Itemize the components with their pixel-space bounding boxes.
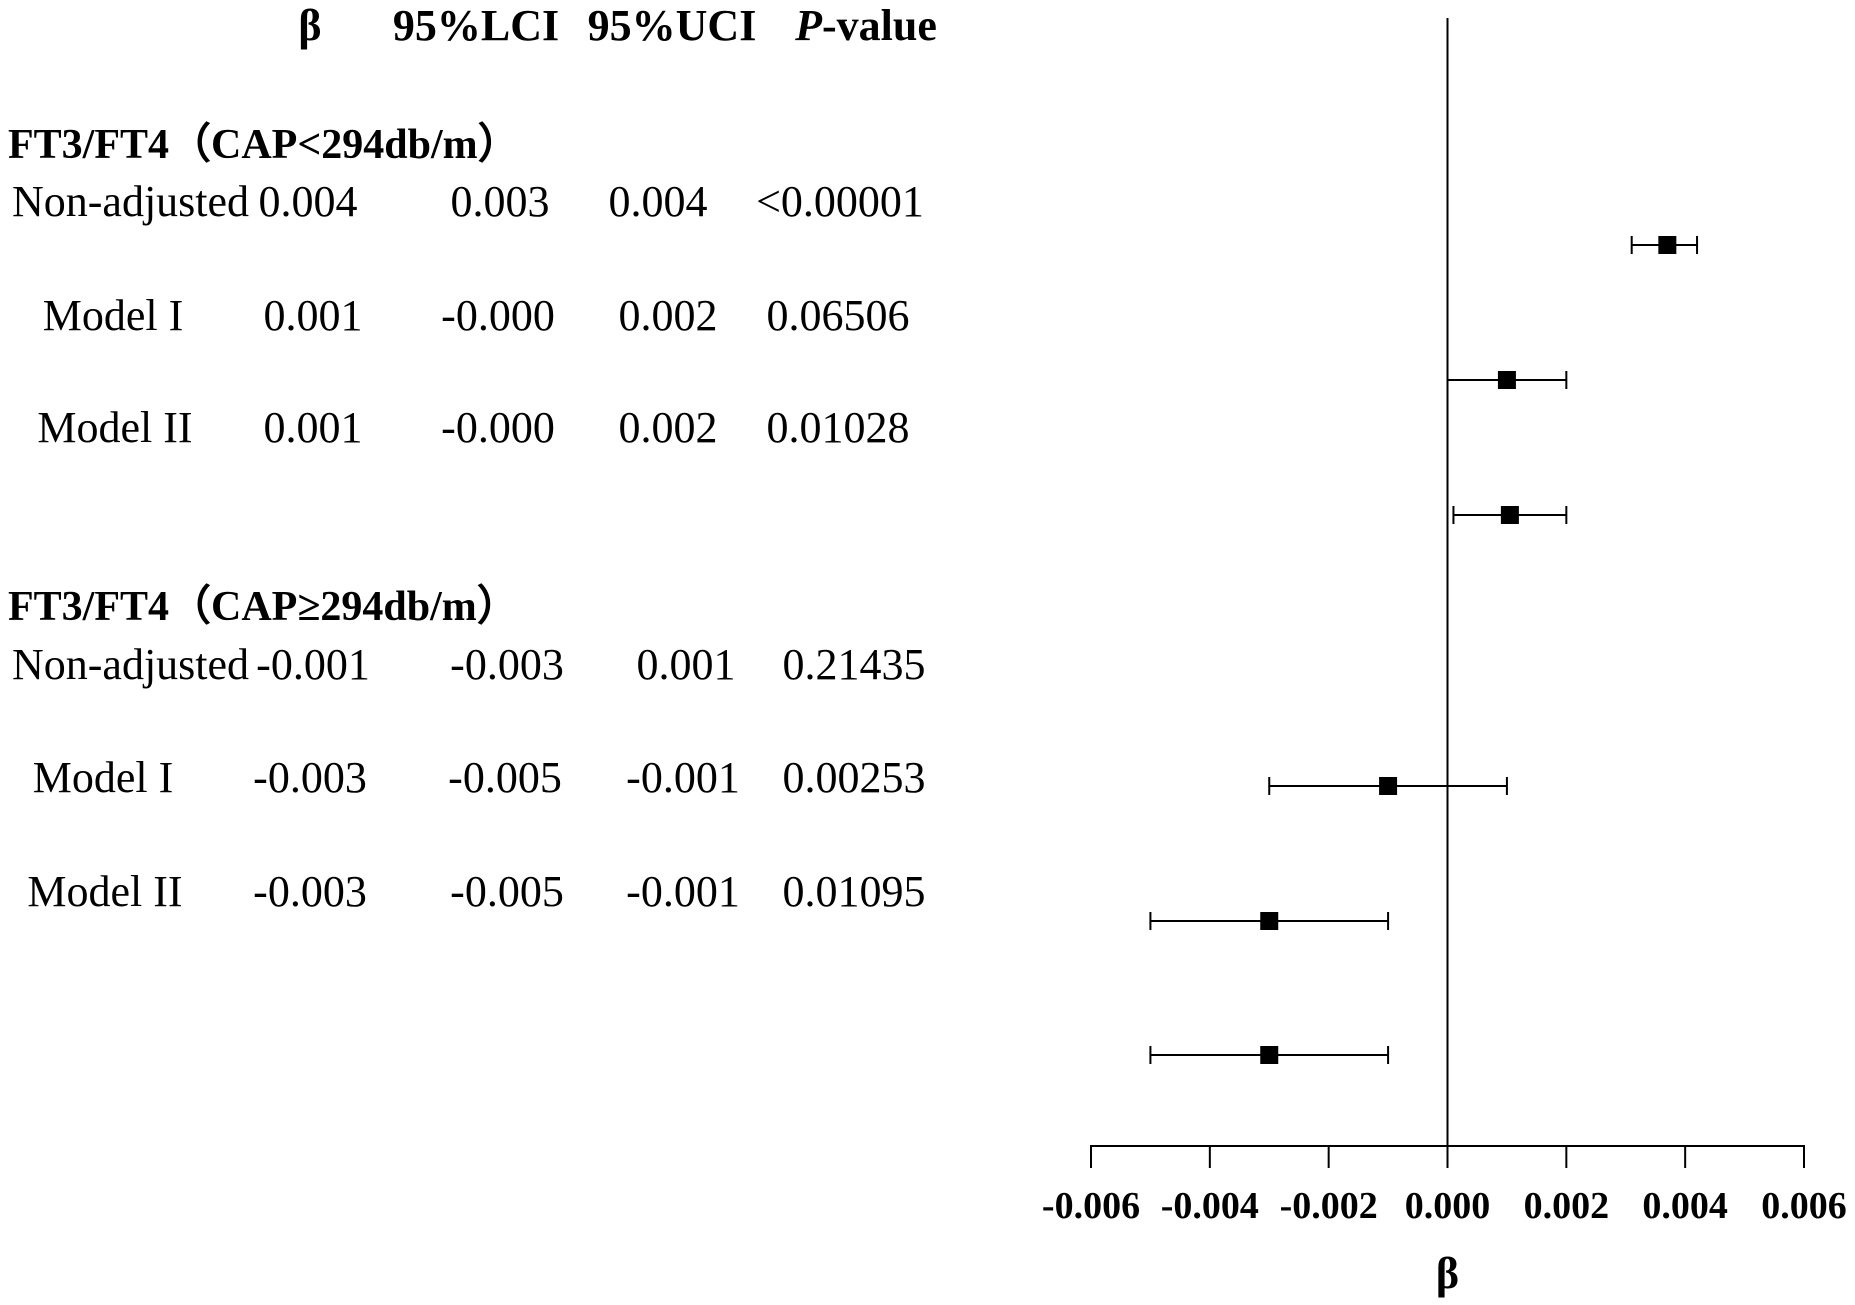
header-uci: 95%UCI — [587, 1, 757, 50]
estimate-marker — [1658, 236, 1677, 254]
row-p-value: 0.06506 — [766, 291, 910, 340]
row-beta: 0.001 — [263, 291, 363, 340]
row-p-value: 0.21435 — [782, 640, 926, 689]
x-tick-label: 0.002 — [1524, 1185, 1610, 1227]
row-lci: -0.005 — [450, 867, 564, 916]
estimate-marker-group — [1149, 912, 1390, 930]
header-p-value: P-value — [795, 4, 937, 48]
x-tick-label: -0.002 — [1280, 1185, 1378, 1227]
estimate-marker — [1497, 371, 1516, 389]
x-tick-label: 0.004 — [1642, 1185, 1728, 1227]
estimate-marker — [1500, 506, 1519, 524]
row-model-label: Non-adjusted — [12, 177, 250, 226]
row-model-label: Model II — [37, 403, 193, 452]
estimate-marker-group — [1149, 1046, 1390, 1064]
x-tick-label: -0.004 — [1161, 1185, 1259, 1227]
group-label: FT3/FT4（CAP<294db/m） — [8, 122, 520, 168]
row-beta: -0.003 — [253, 753, 367, 802]
x-axis-title: β — [1436, 1249, 1459, 1298]
row-model-label: Non-adjusted — [12, 640, 250, 689]
row-model-label: Model I — [32, 753, 174, 802]
row-uci: 0.004 — [608, 177, 708, 226]
x-tick-label: 0.000 — [1405, 1185, 1491, 1227]
row-p-value: 0.00253 — [782, 753, 926, 802]
row-p-value: 0.01095 — [782, 867, 926, 916]
row-beta: 0.001 — [263, 403, 363, 452]
estimate-marker — [1379, 777, 1398, 795]
estimate-marker-group — [1452, 506, 1568, 524]
group-label: FT3/FT4（CAP≥294db/m） — [8, 584, 519, 630]
header-beta: β — [298, 1, 322, 50]
row-lci: -0.000 — [441, 403, 555, 452]
estimate-marker — [1260, 1046, 1279, 1064]
x-tick-label: -0.006 — [1042, 1185, 1140, 1227]
row-model-label: Model II — [27, 867, 183, 916]
row-model-label: Model I — [42, 291, 184, 340]
row-lci: -0.003 — [450, 640, 564, 689]
estimate-marker-group — [1630, 236, 1699, 254]
header-p-italic: P — [795, 1, 822, 50]
estimate-marker — [1260, 912, 1279, 930]
estimate-marker-group — [1446, 371, 1568, 389]
row-beta: -0.003 — [253, 867, 367, 916]
row-uci: 0.002 — [618, 291, 718, 340]
row-uci: 0.002 — [618, 403, 718, 452]
header-p-rest: -value — [822, 1, 937, 50]
row-p-value: <0.00001 — [756, 177, 924, 226]
row-lci: -0.005 — [448, 753, 562, 802]
row-uci: -0.001 — [626, 867, 740, 916]
row-lci: -0.000 — [441, 291, 555, 340]
x-tick-label: 0.006 — [1761, 1185, 1847, 1227]
header-lci: 95%LCI — [392, 1, 560, 50]
estimate-marker-group — [1268, 777, 1508, 795]
row-lci: 0.003 — [450, 177, 550, 226]
row-beta: 0.004 — [258, 177, 358, 226]
row-beta: -0.001 — [256, 640, 370, 689]
row-uci: 0.001 — [636, 640, 736, 689]
row-uci: -0.001 — [626, 753, 740, 802]
row-p-value: 0.01028 — [766, 403, 910, 452]
